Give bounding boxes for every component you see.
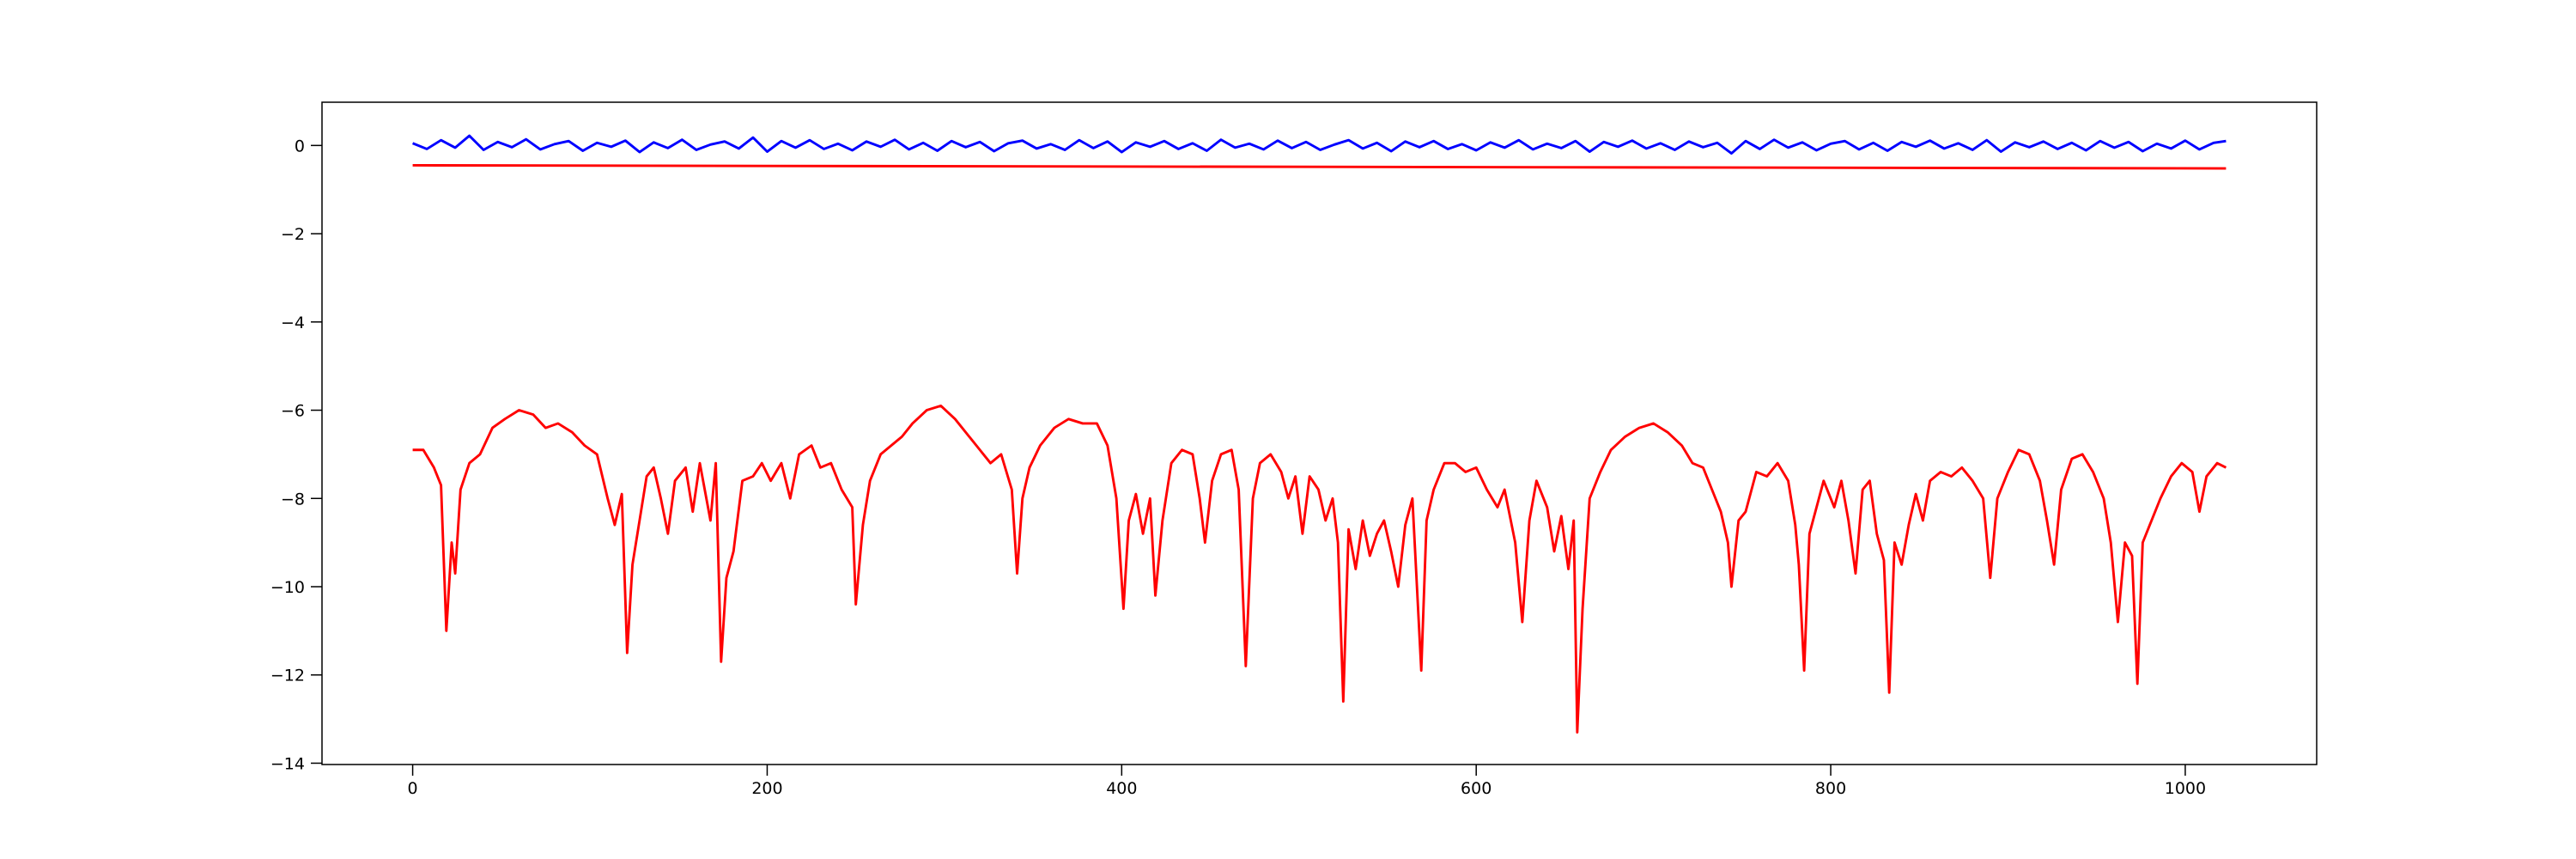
- y-tick-label: 0: [295, 137, 305, 155]
- line-series: [412, 404, 2227, 734]
- y-tick-label: −4: [281, 314, 305, 332]
- y-tick-label: −8: [281, 490, 305, 509]
- x-tick-label: 600: [1461, 779, 1492, 798]
- x-tick-label: 0: [408, 779, 418, 798]
- line-series: [412, 164, 2227, 170]
- x-tick-label: 1000: [2165, 779, 2206, 798]
- x-tick-label: 800: [1815, 779, 1846, 798]
- y-tick-label: −10: [270, 578, 305, 597]
- y-tick-label: −6: [281, 402, 305, 421]
- x-tick-label: 400: [1106, 779, 1137, 798]
- y-tick-label: −2: [281, 225, 305, 244]
- line-series: [412, 134, 2227, 155]
- x-tick-label: 200: [751, 779, 782, 798]
- plot-frame: [321, 101, 2318, 765]
- y-tick-label: −12: [270, 667, 305, 685]
- y-tick-label: −14: [270, 754, 305, 773]
